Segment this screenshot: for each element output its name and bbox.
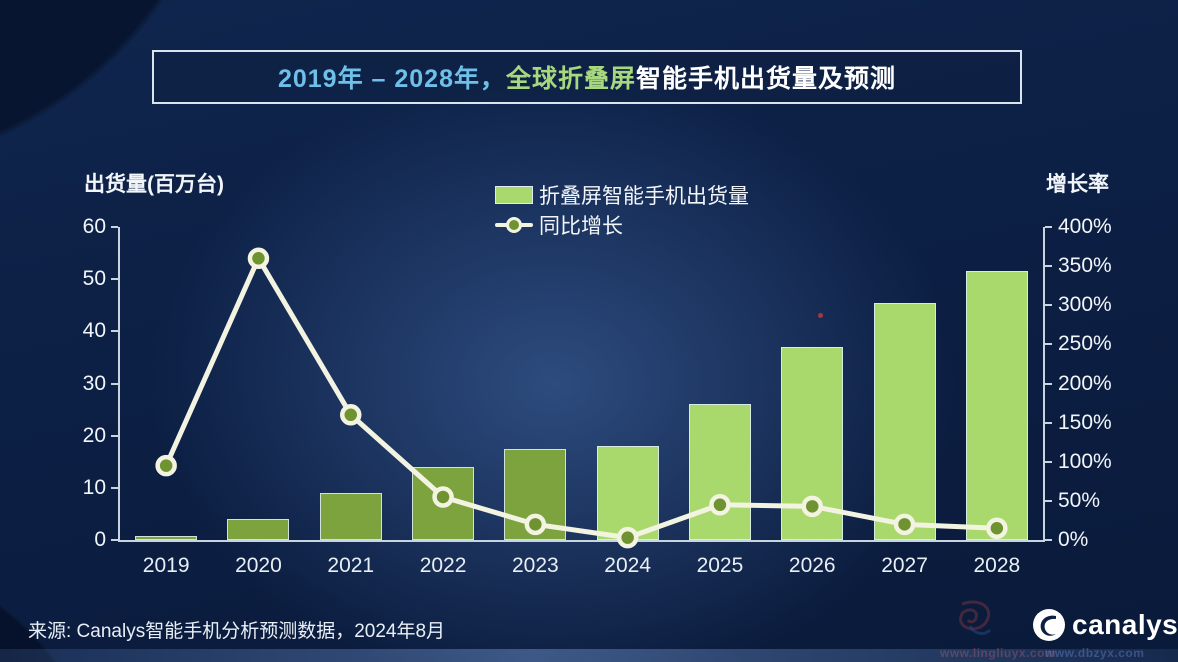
left-axis-tick xyxy=(111,330,118,333)
right-axis-tick xyxy=(1045,343,1052,346)
x-axis-label-2021: 2021 xyxy=(327,554,375,577)
left-axis-tick-label: 60 xyxy=(82,215,106,238)
watermark-swirl-icon xyxy=(959,600,992,635)
x-axis-label-2025: 2025 xyxy=(696,554,744,577)
right-axis-title: 增长率 xyxy=(1046,173,1109,196)
x-axis-label-2027: 2027 xyxy=(881,554,928,577)
right-axis-tick xyxy=(1045,265,1052,268)
right-axis-tick-label: 0% xyxy=(1058,528,1089,551)
right-axis-tick-label: 200% xyxy=(1058,371,1112,395)
bar-2024 xyxy=(596,446,659,540)
chart-title: 2019年 – 2028年， 全球折叠屏 智能手机出货量及预测 xyxy=(152,50,1022,104)
x-axis-label-2019: 2019 xyxy=(142,554,190,577)
legend: 折叠屏智能手机出货量 同比增长 xyxy=(495,180,749,240)
left-axis-tick xyxy=(111,278,118,281)
growth-marker-2019 xyxy=(155,454,177,477)
bar-2028 xyxy=(965,271,1028,540)
right-axis-tick xyxy=(1045,460,1052,463)
bar-2020 xyxy=(227,519,290,540)
line-marker-icon xyxy=(495,217,533,233)
growth-marker-2020 xyxy=(247,247,270,270)
left-axis-tick xyxy=(111,226,118,228)
x-axis-label-2020: 2020 xyxy=(235,554,282,577)
right-axis-tick-label: 150% xyxy=(1058,410,1112,434)
title-rest: 智能手机出货量及预测 xyxy=(636,65,897,93)
right-axis-tick xyxy=(1045,539,1052,541)
left-axis-tick-label: 0 xyxy=(94,528,106,551)
left-axis-tick xyxy=(111,382,118,385)
right-axis-line xyxy=(1043,227,1045,540)
x-axis-line xyxy=(118,540,1045,542)
right-axis-tick-label: 100% xyxy=(1058,449,1112,473)
title-range: 2019年 – 2028年， xyxy=(277,65,506,93)
bar-2027 xyxy=(873,302,936,540)
canalys-logo-icon xyxy=(1033,609,1065,641)
bar-2021 xyxy=(319,493,382,540)
right-axis-tick xyxy=(1045,226,1052,228)
legend-item-shipments: 折叠屏智能手机出货量 xyxy=(495,180,749,210)
growth-marker-2021 xyxy=(340,404,362,426)
right-axis-tick xyxy=(1045,382,1052,385)
left-axis-tick-label: 40 xyxy=(82,319,106,343)
x-axis-label-2026: 2026 xyxy=(788,554,836,577)
left-axis-tick xyxy=(111,434,118,437)
left-axis-tick-label: 50 xyxy=(82,267,106,291)
legend-label-shipments: 折叠屏智能手机出货量 xyxy=(539,185,749,208)
canalys-logo: canalys xyxy=(1032,608,1178,642)
left-axis-tick-label: 30 xyxy=(82,371,106,395)
legend-label-growth: 同比增长 xyxy=(539,215,623,238)
right-axis-tick-label: 400% xyxy=(1058,215,1112,238)
legend-item-growth: 同比增长 xyxy=(495,210,749,240)
footer-strip xyxy=(0,649,1178,662)
right-axis-tick xyxy=(1045,421,1052,424)
left-axis-title: 出货量(百万台) xyxy=(84,173,224,196)
watermark-text-right: www.dbzyx.com xyxy=(1045,646,1144,660)
source-note: 来源: Canalys智能手机分析预测数据，2024年8月 xyxy=(28,621,446,642)
x-axis-label-2024: 2024 xyxy=(604,554,651,577)
left-axis-tick xyxy=(111,539,118,541)
left-axis-tick-label: 10 xyxy=(82,475,106,499)
bar-2025 xyxy=(688,404,751,540)
red-dot-artifact xyxy=(818,313,823,318)
right-axis-tick-label: 350% xyxy=(1058,254,1112,278)
left-axis-tick-label: 20 xyxy=(82,423,106,447)
growth-line-path xyxy=(163,252,997,541)
left-axis-line xyxy=(118,227,120,540)
watermark-text-left: www.lingliuyx.com xyxy=(940,646,1056,660)
title-highlight: 全球折叠屏 xyxy=(506,65,637,93)
left-axis-tick xyxy=(111,486,118,489)
bar-swatch-icon xyxy=(495,186,533,204)
bar-2026 xyxy=(781,346,844,540)
x-axis-label-2028: 2028 xyxy=(973,554,1021,577)
x-axis-label-2022: 2022 xyxy=(419,554,467,577)
right-axis-tick-label: 250% xyxy=(1058,332,1112,356)
bar-2023 xyxy=(504,448,567,540)
right-axis-tick xyxy=(1045,304,1052,307)
right-axis-tick-label: 50% xyxy=(1058,488,1101,512)
bar-2022 xyxy=(412,466,475,540)
right-axis-tick xyxy=(1045,499,1052,502)
bar-2019 xyxy=(135,536,198,540)
right-axis-tick-label: 300% xyxy=(1058,293,1112,317)
x-axis-label-2023: 2023 xyxy=(511,554,559,577)
canalys-logo-text: canalys xyxy=(1072,609,1178,640)
